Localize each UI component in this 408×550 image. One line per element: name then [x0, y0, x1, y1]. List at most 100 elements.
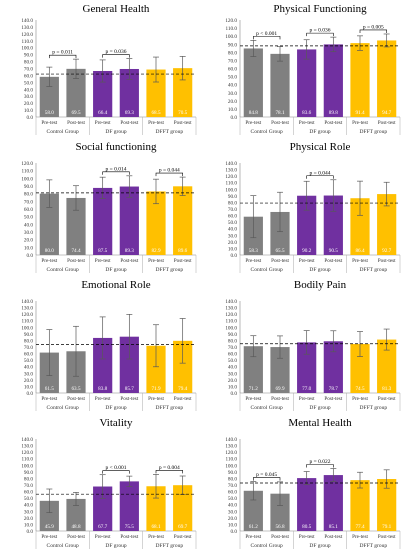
chart-panel-2: Social functioning 0.0 10.020.0 30.0 40.050.…: [21, 141, 197, 273]
category-label: Post-test: [120, 120, 138, 126]
y-tick-label: 90.0: [228, 332, 237, 338]
y-tick-label: 90.0: [24, 470, 33, 476]
bar-value-label: 79.4: [178, 386, 187, 392]
chart-title: Physical Functioning: [273, 3, 367, 15]
y-tick-label: 40.0: [24, 365, 33, 371]
chart-panel-5: Bodily Pain 0.010.020.030.040.050.060.070…: [225, 279, 401, 411]
category-label: Pre-test: [95, 120, 111, 126]
y-tick-label: 90.0: [228, 42, 237, 48]
y-tick-label: 120.0: [21, 450, 33, 456]
y-tick-label: 0.0: [231, 391, 238, 397]
y-tick-label: 80.0: [24, 192, 33, 198]
y-tick-label: 90.0: [24, 53, 33, 59]
bar-value-label: 82.9: [151, 248, 160, 254]
y-tick-label: 20.0: [24, 101, 33, 107]
bar-value-label: 90.5: [329, 248, 338, 254]
bar: [243, 346, 263, 393]
group-label: DF group: [309, 405, 330, 411]
category-label: Pre-test: [41, 396, 57, 402]
significance-bracket: [306, 464, 334, 468]
group-label: Control Group: [251, 129, 283, 135]
y-tick-label: 140.0: [21, 299, 33, 305]
category-label: Pre-test: [299, 120, 315, 126]
bar: [323, 475, 343, 531]
chart-panel-3: Physical Role 0.010.020.030.040.050.060.0…: [225, 141, 401, 273]
group-label: DFFT group: [156, 543, 184, 549]
chart-panel-6: Vitality 0.010.020.030.040.050.060.070.08…: [21, 417, 197, 549]
chart-title: Emotional Role: [81, 279, 150, 291]
chart-panel-4: Emotional Role 0.010.020.030.040.050.060.…: [21, 279, 197, 411]
bar-value-label: 89.6: [178, 248, 187, 254]
bar-value-label: 65.5: [275, 248, 284, 254]
y-tick-label: 120.0: [225, 312, 237, 318]
chart-panel-0: General Health 0.010.020.030.040.050.060.…: [21, 3, 197, 135]
y-tick-label: 50.0: [228, 75, 237, 81]
y-tick-label: 70.0: [228, 483, 237, 489]
bar: [66, 498, 86, 531]
group-label: Control Group: [47, 405, 79, 411]
y-tick-label: 120.0: [225, 450, 237, 456]
y-tick-label: 30.0: [228, 509, 237, 515]
p-value-label: p = 0.005: [363, 24, 384, 30]
category-label: Pre-test: [245, 534, 261, 540]
y-tick-label: 110.0: [226, 26, 238, 32]
group-label: DF group: [309, 129, 330, 135]
category-label: Post-test: [120, 258, 138, 264]
category-label: Pre-test: [41, 258, 57, 264]
category-label: Pre-test: [352, 396, 368, 402]
bar: [93, 70, 113, 117]
y-tick-label: 140.0: [225, 299, 237, 305]
y-tick-label: 50.0: [24, 496, 33, 502]
chart-panel-1: Physical Functioning 0.0 10.0 20.0 30.0 40.0 5…: [225, 3, 401, 135]
y-tick-label: 60.0: [24, 207, 33, 213]
category-label: Post-test: [174, 396, 192, 402]
y-tick-label: 100.0: [21, 46, 33, 52]
category-label: Post-test: [174, 120, 192, 126]
category-label: Pre-test: [245, 396, 261, 402]
bar-value-label: 58.3: [249, 248, 258, 254]
y-tick-label: 40.0: [228, 365, 237, 371]
y-tick-label: 100.0: [225, 187, 237, 193]
y-tick-label: 80.0: [24, 338, 33, 344]
y-tick-label: 70.0: [24, 199, 33, 205]
group-label: DF group: [309, 543, 330, 549]
y-tick-label: 30.0: [24, 94, 33, 100]
bar: [350, 198, 370, 255]
bar-value-label: 58.0: [45, 110, 54, 116]
category-label: Pre-test: [352, 258, 368, 264]
y-tick-label: 0.0: [27, 253, 34, 259]
y-tick-label: 110.0: [22, 39, 34, 45]
significance-bracket: [253, 477, 281, 481]
p-value-label: p = 0.022: [310, 459, 331, 465]
y-tick-label: 70.0: [24, 345, 33, 351]
group-label: Control Group: [47, 267, 79, 273]
y-tick-label: 120.0: [21, 312, 33, 318]
y-tick-label: 10.0: [228, 246, 237, 252]
y-tick-label: 20.0: [24, 238, 33, 244]
bar: [93, 187, 113, 255]
y-tick-label: 40.0: [228, 83, 237, 89]
category-label: Post-test: [324, 120, 342, 126]
bar: [93, 486, 113, 531]
bar: [350, 43, 370, 117]
y-tick-label: 0.0: [231, 115, 238, 121]
bar-value-label: 77.0: [302, 386, 311, 392]
y-tick-label: 60.0: [24, 73, 33, 79]
y-tick-label: 120.0: [225, 174, 237, 180]
y-tick-label: 140.0: [225, 437, 237, 443]
bar: [297, 342, 317, 393]
bar: [119, 336, 139, 393]
bar: [297, 49, 317, 117]
category-label: Post-test: [67, 534, 85, 540]
bar-value-label: 56.8: [275, 524, 284, 530]
category-label: Post-test: [271, 258, 289, 264]
category-label: Post-test: [120, 534, 138, 540]
category-label: Pre-test: [148, 396, 164, 402]
category-label: Post-test: [271, 534, 289, 540]
y-tick-label: 140.0: [225, 161, 237, 167]
bar-value-label: 69.9: [275, 386, 284, 392]
y-tick-label: 60.0: [24, 352, 33, 358]
bar-value-label: 92.7: [382, 248, 391, 254]
bar: [173, 340, 193, 393]
bar-value-label: 79.1: [382, 524, 391, 530]
